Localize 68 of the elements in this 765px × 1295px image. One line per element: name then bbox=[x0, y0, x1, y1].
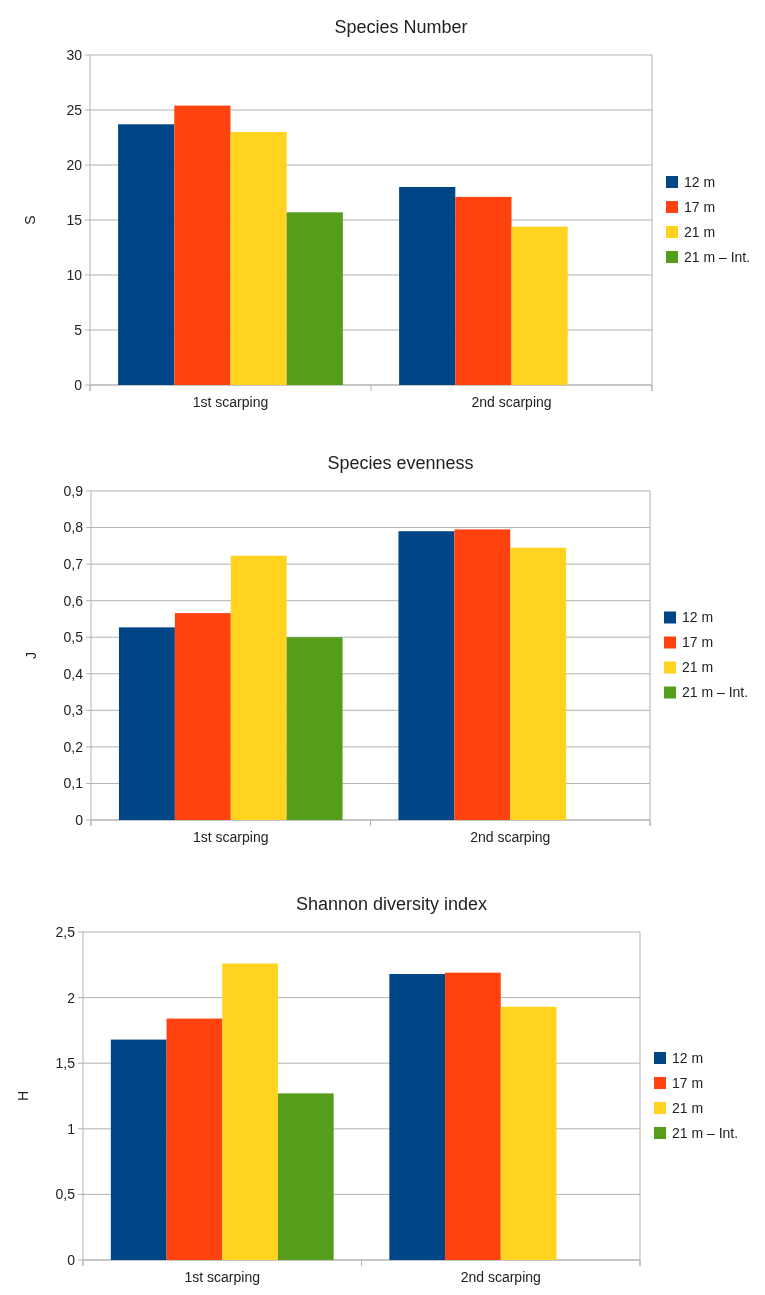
y-tick-label: 0,7 bbox=[63, 556, 84, 573]
chart-title: Species Number bbox=[334, 17, 468, 37]
legend-label: 21 m – Int. bbox=[684, 248, 751, 265]
y-tick-label: 0 bbox=[74, 376, 83, 393]
legend-label: 21 m bbox=[684, 223, 716, 240]
legend-label: 12 m bbox=[672, 1049, 704, 1066]
legend-label: 17 m bbox=[684, 198, 716, 215]
bar bbox=[389, 973, 446, 1260]
x-tick-label: 2nd scarping bbox=[470, 829, 551, 845]
x-tick-label: 2nd scarping bbox=[471, 394, 552, 410]
y-axis-title: H bbox=[15, 1090, 31, 1102]
bar bbox=[222, 963, 278, 1260]
y-tick-label: 0,2 bbox=[63, 738, 84, 755]
y-tick-label: 2 bbox=[67, 989, 76, 1006]
y-tick-label: 0,1 bbox=[63, 775, 84, 792]
y-tick-label: 0,3 bbox=[63, 702, 84, 719]
x-tick-label: 1st scarping bbox=[184, 1269, 260, 1285]
bar bbox=[510, 547, 567, 820]
y-tick-label: 0,8 bbox=[63, 519, 84, 536]
bar bbox=[286, 637, 343, 820]
bar bbox=[286, 212, 343, 385]
bar bbox=[445, 972, 501, 1260]
y-axis-title: J bbox=[23, 652, 39, 659]
legend-label: 21 m – Int. bbox=[672, 1124, 739, 1141]
y-tick-label: 10 bbox=[66, 266, 83, 283]
y-tick-label: 0,5 bbox=[55, 1186, 76, 1203]
bar bbox=[500, 1006, 557, 1260]
bar bbox=[174, 105, 231, 385]
y-tick-label: 0 bbox=[75, 811, 84, 828]
y-tick-label: 0,4 bbox=[63, 665, 84, 682]
bar bbox=[110, 1039, 167, 1260]
legend-label: 17 m bbox=[672, 1074, 704, 1091]
y-tick-label: 0,5 bbox=[63, 629, 84, 646]
legend-label: 21 m bbox=[682, 659, 714, 676]
x-tick-label: 1st scarping bbox=[192, 394, 269, 410]
y-tick-label: 1,5 bbox=[55, 1055, 76, 1072]
chart-title: Species evenness bbox=[327, 453, 474, 473]
legend-label: 17 m bbox=[682, 634, 714, 651]
y-tick-label: 15 bbox=[66, 211, 83, 228]
bar bbox=[118, 627, 175, 820]
legend-label: 12 m bbox=[682, 609, 714, 626]
y-tick-label: 0 bbox=[67, 1251, 76, 1268]
bar bbox=[455, 196, 512, 385]
bar bbox=[118, 124, 175, 385]
y-tick-label: 0,6 bbox=[63, 592, 84, 609]
bar bbox=[277, 1093, 334, 1260]
x-tick-label: 1st scarping bbox=[193, 829, 269, 845]
x-tick-label: 2nd scarping bbox=[460, 1269, 541, 1285]
legend-label: 21 m – Int. bbox=[682, 684, 749, 701]
y-tick-label: 0,9 bbox=[63, 482, 84, 499]
legend-label: 21 m bbox=[672, 1099, 704, 1116]
y-tick-label: 20 bbox=[66, 156, 83, 173]
bar bbox=[230, 132, 287, 385]
bar bbox=[398, 531, 455, 820]
bar bbox=[166, 1018, 223, 1260]
bar bbox=[399, 187, 456, 385]
y-tick-label: 5 bbox=[74, 321, 83, 338]
legend-label: 12 m bbox=[684, 173, 716, 190]
bar bbox=[454, 529, 511, 820]
y-tick-label: 1 bbox=[67, 1120, 76, 1137]
y-axis-title: S bbox=[22, 215, 38, 225]
y-tick-label: 2,5 bbox=[55, 923, 76, 940]
bar bbox=[511, 226, 568, 385]
y-tick-label: 30 bbox=[66, 46, 83, 63]
chart-title: Shannon diversity index bbox=[295, 894, 488, 914]
y-tick-label: 25 bbox=[66, 101, 83, 118]
bar bbox=[174, 613, 231, 820]
bar bbox=[230, 555, 287, 820]
